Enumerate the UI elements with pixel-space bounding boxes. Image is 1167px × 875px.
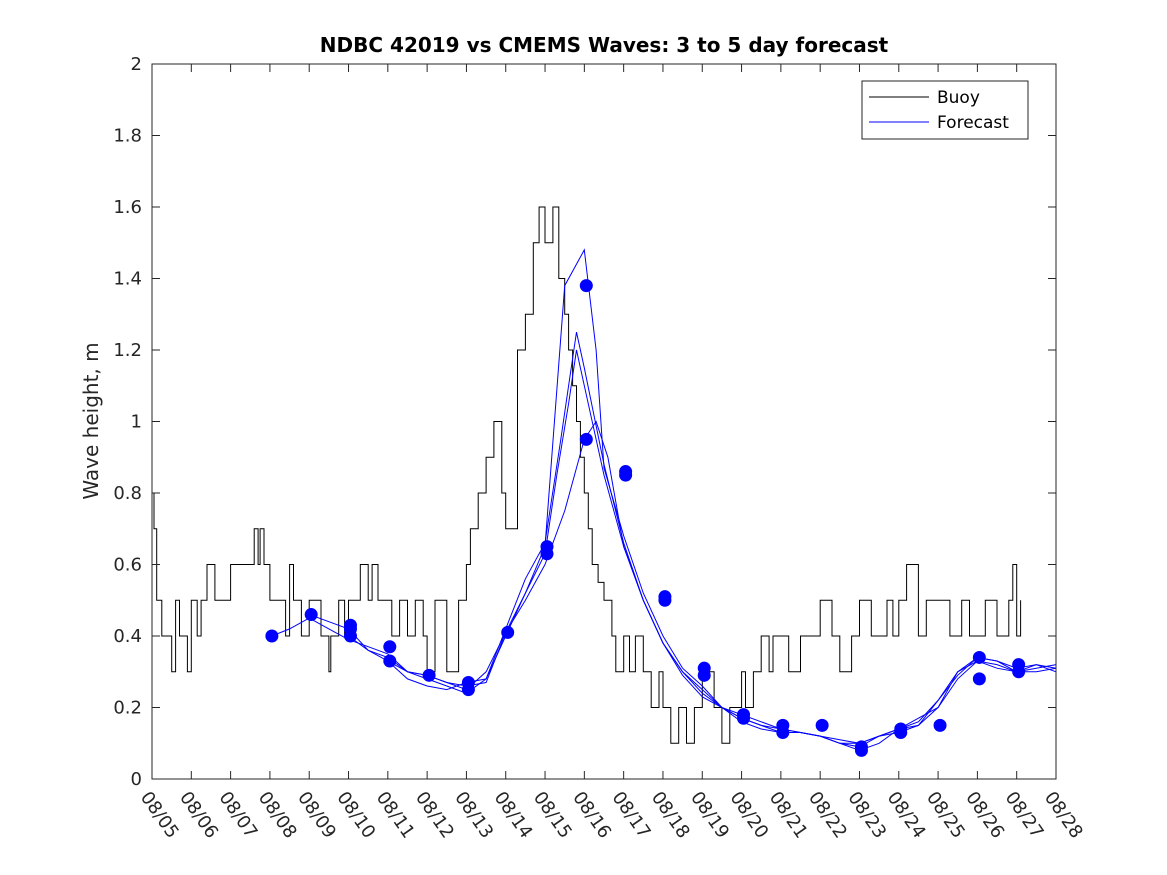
forecast-marker: [854, 743, 868, 757]
y-tick-label: 0.4: [113, 626, 142, 647]
y-tick-label: 1.2: [113, 340, 142, 361]
forecast-marker: [933, 718, 947, 732]
marker-layer: [265, 279, 1026, 757]
forecast-marker: [461, 683, 475, 697]
y-tick-label: 1.4: [113, 269, 142, 290]
forecast-marker: [972, 672, 986, 686]
y-tick-label: 2: [131, 54, 142, 75]
y-axis: 0 0.2 0.4 0.6 0.8 1 1.2 1.4 1.6 1.8 2: [113, 54, 1056, 790]
forecast-marker: [619, 468, 633, 482]
forecast-series-line-4: [387, 420, 1057, 744]
forecast-marker: [658, 593, 672, 607]
forecast-marker: [697, 668, 711, 682]
y-tick-label: 1.6: [113, 197, 142, 218]
forecast-marker: [815, 718, 829, 732]
forecast-marker: [579, 432, 593, 446]
y-tick-label: 1: [131, 412, 142, 433]
forecast-marker: [894, 726, 908, 740]
forecast-marker: [383, 654, 397, 668]
buoy-series-line: [152, 206, 1022, 744]
forecast-marker: [579, 279, 593, 293]
legend: Buoy Forecast: [861, 80, 1029, 140]
forecast-marker: [343, 629, 357, 643]
y-tick-label: 0.6: [113, 555, 142, 576]
forecast-marker: [383, 640, 397, 654]
forecast-marker: [737, 711, 751, 725]
forecast-marker: [776, 726, 790, 740]
forecast-marker: [265, 629, 279, 643]
legend-box: [861, 80, 1029, 140]
forecast-marker: [1012, 665, 1026, 679]
y-axis-label: Wave height, m: [79, 342, 103, 499]
forecast-marker: [972, 650, 986, 664]
plot-area: [152, 64, 1056, 779]
y-tick-label: 1.8: [113, 126, 142, 147]
y-tick-label: 0.8: [113, 483, 142, 504]
y-tick-label: 0: [131, 769, 142, 790]
y-tick-label: 0.2: [113, 698, 142, 719]
legend-forecast-label: Forecast: [937, 113, 1009, 133]
forecast-marker: [422, 668, 436, 682]
chart-title: NDBC 42019 vs CMEMS Waves: 3 to 5 day fo…: [320, 33, 889, 57]
forecast-marker: [501, 625, 515, 639]
forecast-marker: [540, 547, 554, 561]
legend-buoy-label: Buoy: [937, 88, 980, 108]
forecast-marker: [304, 608, 318, 622]
